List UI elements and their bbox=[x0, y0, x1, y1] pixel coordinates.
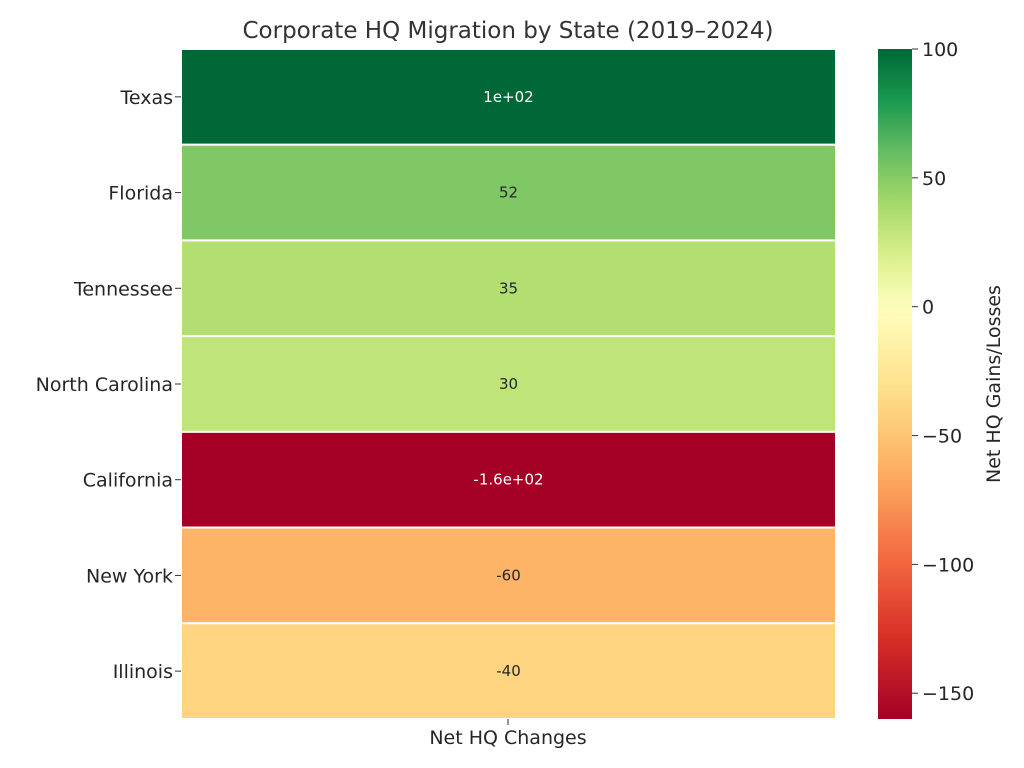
cell-annotation: 52 bbox=[499, 184, 518, 202]
heatmap-cell-texas bbox=[180, 48, 837, 146]
colorbar: 100 50 0 −50 −100 −150 Net HQ Gains/Losses bbox=[878, 39, 1005, 719]
colorbar-tick-label: −100 bbox=[922, 554, 974, 576]
heatmap-cell-tennessee bbox=[180, 239, 837, 338]
colorbar-label: Net HQ Gains/Losses bbox=[983, 285, 1005, 483]
colorbar-ticks: 100 50 0 −50 −100 −150 bbox=[912, 39, 974, 705]
colorbar-tick-label: 0 bbox=[922, 297, 934, 319]
cell-annotation: 35 bbox=[499, 279, 518, 297]
row-label: Florida bbox=[108, 183, 173, 205]
cell-annotation: -1.6e+02 bbox=[473, 471, 543, 489]
colorbar-tick-label: 50 bbox=[922, 168, 946, 190]
cell-annotation: 1e+02 bbox=[483, 88, 533, 106]
chart-title: Corporate HQ Migration by State (2019–20… bbox=[243, 18, 774, 44]
row-label: Texas bbox=[119, 87, 173, 109]
cell-annotation: -60 bbox=[496, 566, 521, 584]
row-label: Illinois bbox=[113, 661, 173, 683]
heatmap-cell-north-carolina bbox=[180, 335, 837, 433]
heatmap-cells: 1e+02 52 35 30 -1.6e+02 -60 -40 bbox=[180, 48, 837, 720]
x-axis: Net HQ Changes bbox=[429, 719, 587, 749]
heatmap-cell-florida bbox=[180, 143, 837, 242]
row-label: New York bbox=[86, 565, 173, 587]
row-label: California bbox=[83, 470, 173, 492]
heatmap-cell-new-york bbox=[180, 526, 837, 625]
row-labels: Texas Florida Tennessee North Carolina Calif… bbox=[36, 87, 181, 683]
cell-annotation: 30 bbox=[499, 375, 518, 393]
cell-annotation: -40 bbox=[496, 662, 521, 680]
heatmap-cell-california bbox=[180, 430, 837, 529]
row-label: Tennessee bbox=[73, 278, 173, 300]
row-label: North Carolina bbox=[36, 374, 173, 396]
colorbar-tick-label: −150 bbox=[922, 683, 974, 705]
colorbar-gradient bbox=[878, 49, 912, 719]
x-axis-label: Net HQ Changes bbox=[429, 727, 586, 749]
colorbar-tick-label: −50 bbox=[922, 426, 962, 448]
colorbar-tick-label: 100 bbox=[922, 39, 958, 61]
